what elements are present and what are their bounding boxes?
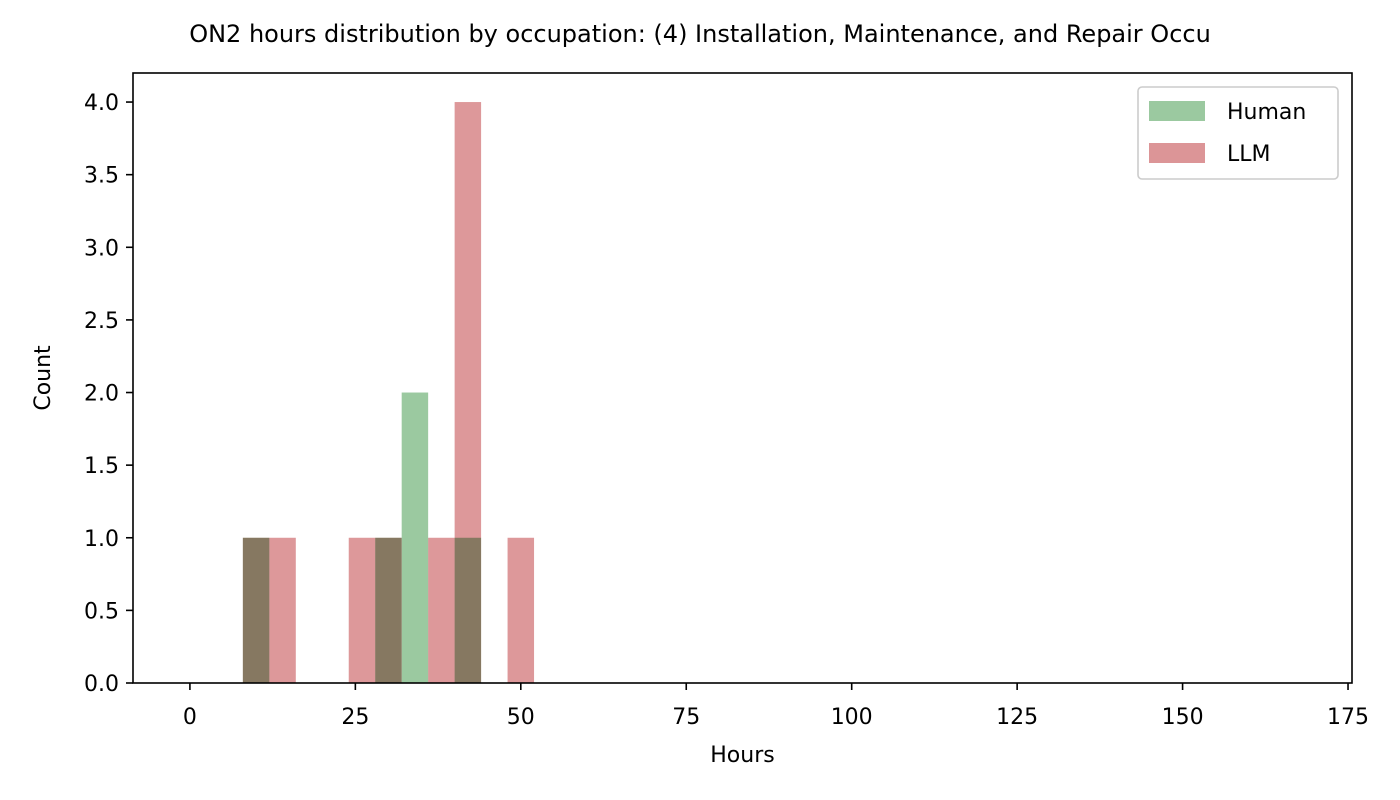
bars-layer xyxy=(242,102,535,684)
x-tick-label: 125 xyxy=(996,705,1038,730)
y-axis-ticks: 0.0 0.5 1.0 1.5 2.0 2.5 3.0 3.5 4.0 xyxy=(84,91,133,697)
llm-bar xyxy=(454,102,482,684)
llm-legend-swatch xyxy=(1149,143,1205,163)
y-tick-label: 4.0 xyxy=(84,91,119,116)
y-tick-label: 3.5 xyxy=(84,164,119,189)
legend: Human LLM xyxy=(1137,86,1339,180)
x-tick-label: 175 xyxy=(1327,705,1369,730)
chart-title: ON2 hours distribution by occupation: (4… xyxy=(189,20,1211,48)
llm-bar xyxy=(242,537,270,683)
y-tick-label: 1.5 xyxy=(84,454,119,479)
x-tick-label: 50 xyxy=(507,705,535,730)
x-axis-ticks: 0 25 50 75 100 125 150 175 xyxy=(183,683,1369,730)
llm-bar xyxy=(269,537,296,683)
plot-frame xyxy=(132,72,1353,684)
x-tick-label: 25 xyxy=(341,705,369,730)
llm-bar xyxy=(428,537,455,683)
x-tick-label: 0 xyxy=(183,705,197,730)
llm-bar xyxy=(348,537,376,683)
y-tick-label: 0.5 xyxy=(84,599,119,624)
x-tick-label: 150 xyxy=(1162,705,1204,730)
y-axis-label: Count xyxy=(31,345,56,411)
y-tick-label: 3.0 xyxy=(84,236,119,261)
x-axis-label: Hours xyxy=(710,743,774,768)
y-tick-label: 2.0 xyxy=(84,382,119,407)
llm-bar xyxy=(375,537,402,683)
y-tick-label: 1.0 xyxy=(84,527,119,552)
human-bar xyxy=(401,392,429,683)
x-tick-label: 75 xyxy=(672,705,700,730)
y-tick-label: 0.0 xyxy=(84,672,119,697)
human-legend-label: Human xyxy=(1227,100,1306,125)
y-tick-label: 2.5 xyxy=(84,309,119,334)
llm-legend-label: LLM xyxy=(1227,142,1271,167)
llm-bar xyxy=(507,537,535,683)
x-tick-label: 100 xyxy=(831,705,873,730)
human-legend-swatch xyxy=(1149,101,1205,121)
